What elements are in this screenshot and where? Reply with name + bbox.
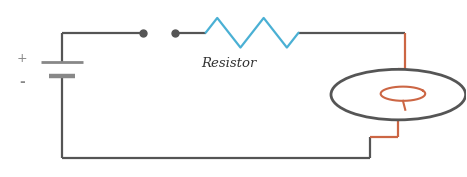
- Text: -: -: [20, 75, 25, 88]
- Text: +: +: [17, 52, 28, 65]
- Circle shape: [331, 69, 466, 120]
- Text: Resistor: Resistor: [201, 57, 256, 70]
